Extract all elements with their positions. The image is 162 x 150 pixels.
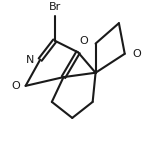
Text: O: O: [132, 49, 141, 59]
Text: N: N: [26, 55, 34, 65]
Text: O: O: [80, 36, 88, 46]
Text: O: O: [11, 81, 20, 91]
Text: Br: Br: [49, 2, 61, 12]
